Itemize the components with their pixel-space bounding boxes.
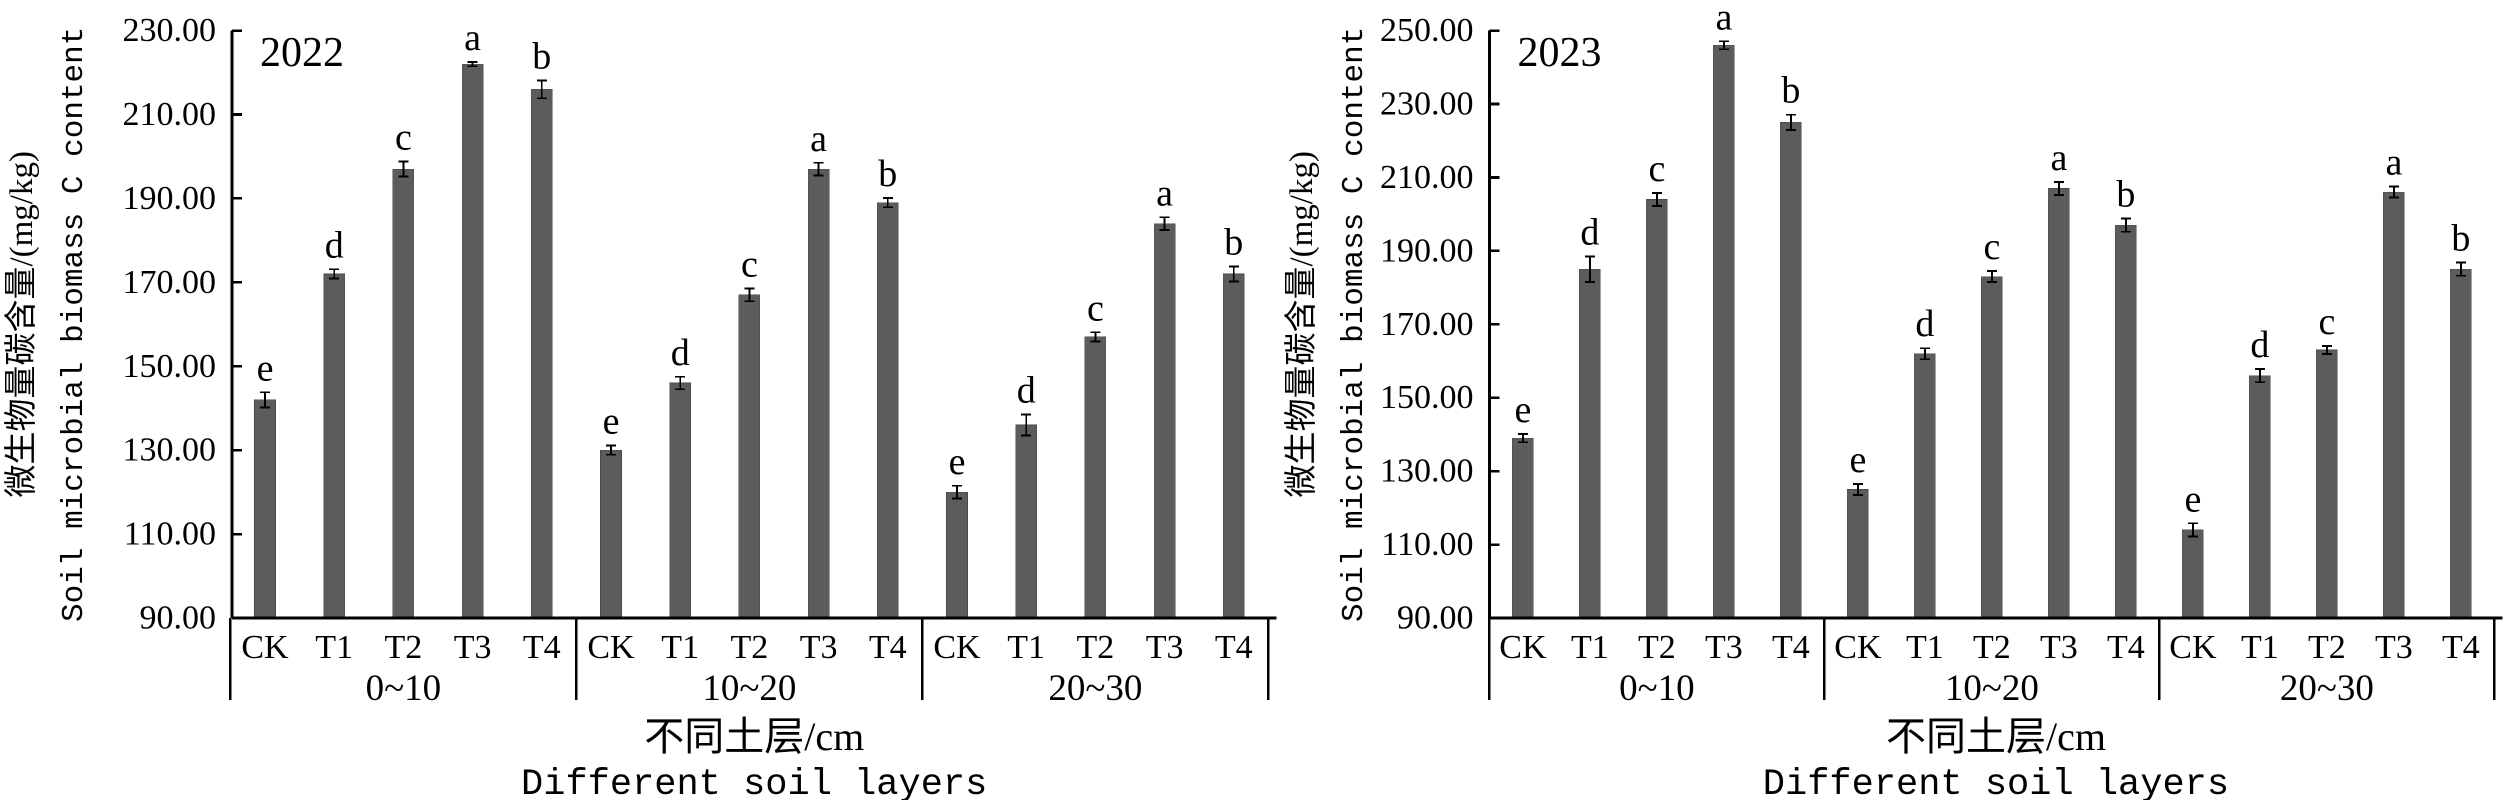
svg-text:c: c (1648, 148, 1665, 190)
svg-text:T1: T1 (1007, 629, 1045, 666)
svg-text:CK: CK (1834, 629, 1882, 666)
svg-text:a: a (464, 17, 481, 59)
svg-text:CK: CK (241, 629, 289, 666)
svg-text:Different soil layers: Different soil layers (521, 764, 987, 800)
svg-text:T3: T3 (800, 629, 838, 666)
svg-text:T4: T4 (1772, 629, 1810, 666)
svg-text:a: a (810, 118, 827, 160)
svg-text:0~10: 0~10 (366, 668, 442, 709)
svg-text:T3: T3 (2040, 629, 2078, 666)
svg-text:c: c (741, 244, 758, 286)
svg-text:CK: CK (933, 629, 981, 666)
svg-text:170.00: 170.00 (123, 264, 217, 301)
svg-text:a: a (1156, 172, 1173, 214)
svg-text:20~30: 20~30 (1048, 668, 1142, 709)
svg-text:c: c (2318, 301, 2335, 343)
svg-text:CK: CK (1499, 629, 1547, 666)
svg-text:T3: T3 (1705, 629, 1743, 666)
svg-text:90.00: 90.00 (140, 600, 217, 637)
svg-text:Different soil layers: Different soil layers (1763, 764, 2229, 800)
svg-text:190.00: 190.00 (123, 180, 217, 217)
svg-text:Soil microbial biomass C conte: Soil microbial biomass C content (1337, 27, 1372, 622)
svg-text:T2: T2 (1973, 629, 2011, 666)
svg-text:a: a (2385, 142, 2402, 184)
svg-text:e: e (2184, 478, 2201, 520)
svg-text:CK: CK (2169, 629, 2217, 666)
svg-text:T2: T2 (1077, 629, 1115, 666)
svg-text:b: b (1224, 221, 1243, 263)
svg-text:微生物量碳含量/(mg/kg): 微生物量碳含量/(mg/kg) (3, 151, 40, 497)
svg-text:a: a (2050, 137, 2067, 179)
svg-text:d: d (1915, 303, 1934, 345)
svg-text:T2: T2 (731, 629, 769, 666)
svg-text:b: b (878, 153, 897, 195)
svg-text:c: c (1087, 287, 1104, 329)
svg-text:不同土层/cm: 不同土层/cm (1886, 714, 2106, 759)
svg-text:b: b (2116, 174, 2135, 216)
svg-text:190.00: 190.00 (1380, 232, 1474, 269)
svg-text:210.00: 210.00 (123, 96, 217, 133)
svg-text:T2: T2 (2308, 629, 2346, 666)
svg-text:10~20: 10~20 (702, 668, 796, 709)
svg-text:d: d (2250, 324, 2269, 366)
svg-text:T4: T4 (869, 629, 907, 666)
svg-text:d: d (671, 332, 690, 374)
svg-text:T1: T1 (2241, 629, 2279, 666)
svg-text:Soil microbial biomass C conte: Soil microbial biomass C content (57, 27, 92, 622)
svg-text:10~20: 10~20 (1945, 668, 2039, 709)
svg-text:c: c (395, 117, 412, 159)
svg-text:微生物量碳含量/(mg/kg): 微生物量碳含量/(mg/kg) (1283, 151, 1320, 497)
svg-text:250.00: 250.00 (1380, 12, 1474, 49)
svg-text:T2: T2 (385, 629, 423, 666)
svg-text:110.00: 110.00 (124, 516, 216, 553)
svg-text:0~10: 0~10 (1619, 668, 1695, 709)
svg-text:T1: T1 (1906, 629, 1944, 666)
svg-text:2022: 2022 (260, 30, 344, 76)
svg-text:e: e (949, 441, 966, 483)
svg-text:20~30: 20~30 (2280, 668, 2374, 709)
svg-text:c: c (1983, 226, 2000, 268)
svg-text:d: d (1580, 211, 1599, 253)
svg-text:90.00: 90.00 (1397, 600, 1474, 637)
svg-text:a: a (1715, 0, 1732, 38)
svg-text:T1: T1 (661, 629, 699, 666)
svg-text:T1: T1 (315, 629, 353, 666)
svg-text:210.00: 210.00 (1380, 159, 1474, 196)
svg-text:T4: T4 (2107, 629, 2145, 666)
svg-text:T2: T2 (1638, 629, 1676, 666)
svg-text:d: d (1017, 370, 1036, 412)
svg-text:150.00: 150.00 (123, 348, 217, 385)
svg-text:T4: T4 (523, 629, 561, 666)
svg-text:e: e (603, 401, 620, 443)
svg-text:170.00: 170.00 (1380, 306, 1474, 343)
svg-text:T1: T1 (1571, 629, 1609, 666)
svg-text:T4: T4 (1215, 629, 1253, 666)
svg-text:b: b (2451, 218, 2470, 260)
svg-text:e: e (1514, 389, 1531, 431)
svg-text:e: e (1849, 439, 1866, 481)
svg-text:不同土层/cm: 不同土层/cm (644, 714, 864, 759)
svg-text:T3: T3 (454, 629, 492, 666)
svg-text:110.00: 110.00 (1381, 526, 1473, 563)
svg-text:T3: T3 (2375, 629, 2413, 666)
svg-text:230.00: 230.00 (1380, 86, 1474, 123)
svg-text:230.00: 230.00 (123, 12, 217, 49)
svg-text:2023: 2023 (1518, 30, 1602, 76)
svg-text:b: b (532, 36, 551, 78)
svg-text:T3: T3 (1146, 629, 1184, 666)
svg-text:CK: CK (587, 629, 635, 666)
svg-text:d: d (325, 224, 344, 266)
svg-text:150.00: 150.00 (1380, 379, 1474, 416)
svg-text:130.00: 130.00 (123, 432, 217, 469)
svg-text:b: b (1781, 70, 1800, 112)
svg-text:T4: T4 (2442, 629, 2480, 666)
svg-text:130.00: 130.00 (1380, 453, 1474, 490)
svg-text:e: e (257, 347, 274, 389)
